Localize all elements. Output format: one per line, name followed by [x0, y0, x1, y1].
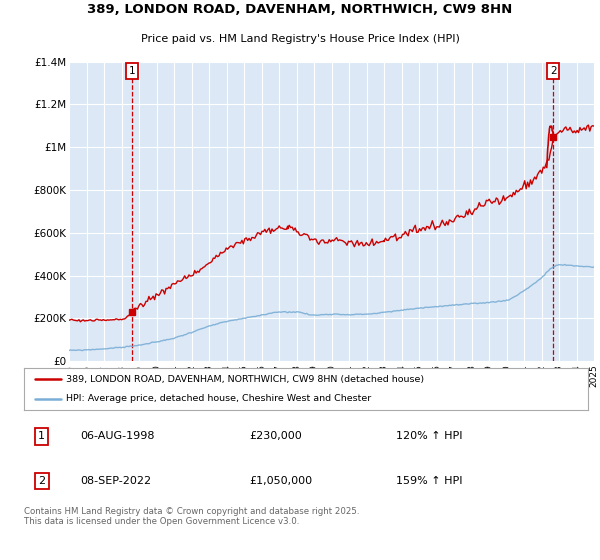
Text: 120% ↑ HPI: 120% ↑ HPI — [396, 431, 463, 441]
Text: Contains HM Land Registry data © Crown copyright and database right 2025.
This d: Contains HM Land Registry data © Crown c… — [24, 507, 359, 526]
Text: 2: 2 — [38, 476, 45, 486]
Text: HPI: Average price, detached house, Cheshire West and Chester: HPI: Average price, detached house, Ches… — [66, 394, 371, 403]
Text: 08-SEP-2022: 08-SEP-2022 — [80, 476, 152, 486]
Text: 1: 1 — [38, 431, 45, 441]
Text: £1,050,000: £1,050,000 — [250, 476, 313, 486]
Text: 159% ↑ HPI: 159% ↑ HPI — [396, 476, 463, 486]
Text: Price paid vs. HM Land Registry's House Price Index (HPI): Price paid vs. HM Land Registry's House … — [140, 34, 460, 44]
Text: 389, LONDON ROAD, DAVENHAM, NORTHWICH, CW9 8HN: 389, LONDON ROAD, DAVENHAM, NORTHWICH, C… — [88, 3, 512, 16]
Text: 06-AUG-1998: 06-AUG-1998 — [80, 431, 155, 441]
Text: 389, LONDON ROAD, DAVENHAM, NORTHWICH, CW9 8HN (detached house): 389, LONDON ROAD, DAVENHAM, NORTHWICH, C… — [66, 375, 424, 384]
Text: £230,000: £230,000 — [250, 431, 302, 441]
Text: 2: 2 — [550, 66, 556, 76]
Text: 1: 1 — [128, 66, 135, 76]
